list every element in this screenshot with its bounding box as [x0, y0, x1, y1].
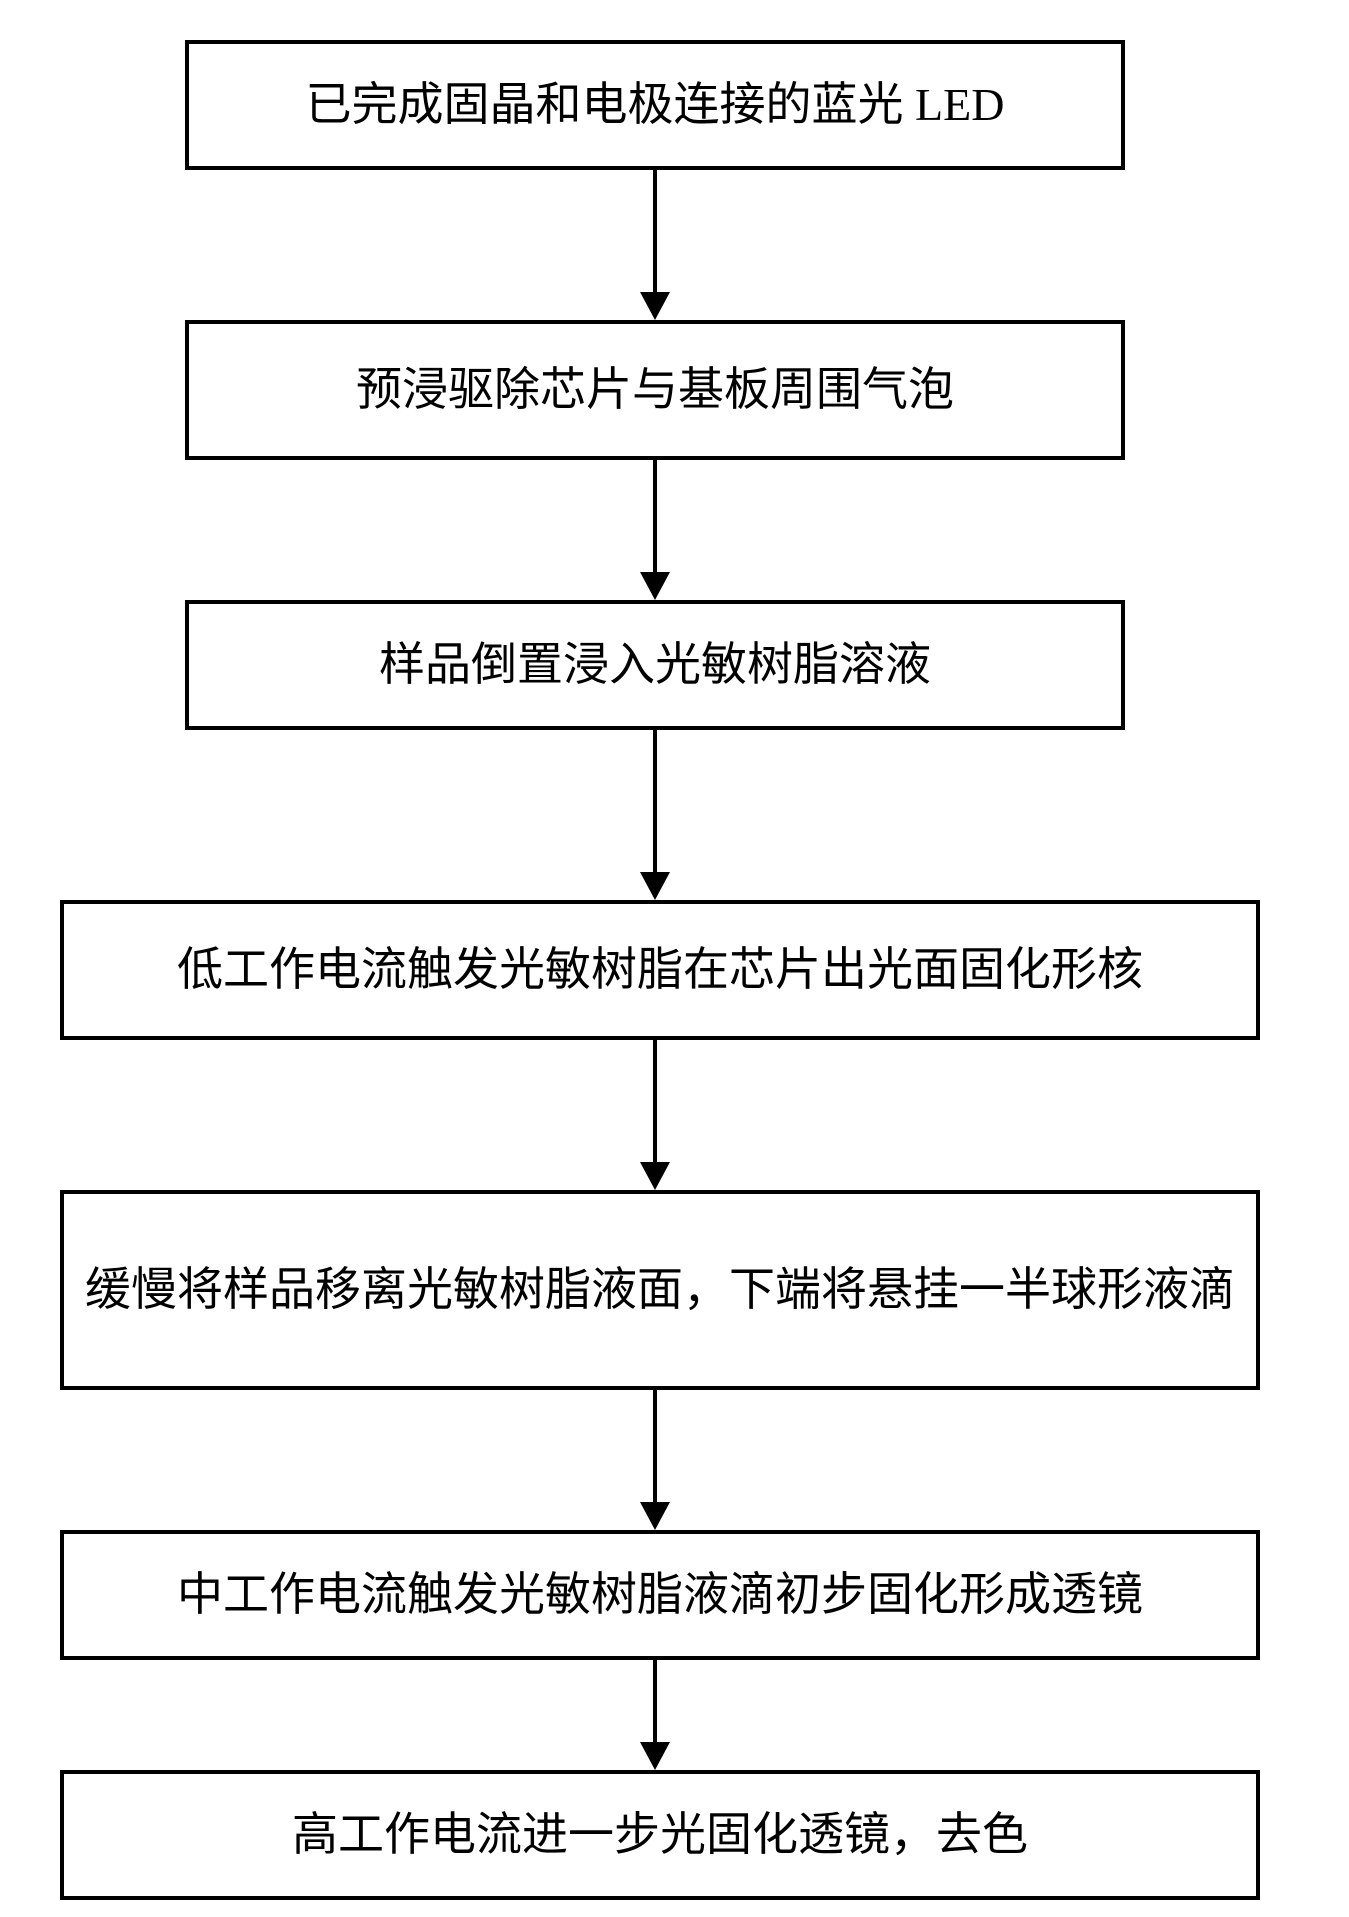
flow-edge-line	[653, 1660, 657, 1742]
flow-edge-arrowhead	[640, 1502, 670, 1530]
flow-node-label: 高工作电流进一步光固化透镜，去色	[292, 1806, 1028, 1864]
flow-node-n6: 中工作电流触发光敏树脂液滴初步固化形成透镜	[60, 1530, 1260, 1660]
flow-edge-arrowhead	[640, 1742, 670, 1770]
flow-node-label: 已完成固晶和电极连接的蓝光 LED	[306, 76, 1005, 134]
flow-node-label: 中工作电流触发光敏树脂液滴初步固化形成透镜	[177, 1566, 1143, 1624]
flow-edge-line	[653, 170, 657, 292]
flow-node-n3: 样品倒置浸入光敏树脂溶液	[185, 600, 1125, 730]
flowchart-canvas: 已完成固晶和电极连接的蓝光 LED 预浸驱除芯片与基板周围气泡样品倒置浸入光敏树脂…	[0, 0, 1349, 1917]
flow-edge-arrowhead	[640, 292, 670, 320]
flow-node-n5: 缓慢将样品移离光敏树脂液面，下端将悬挂一半球形液滴	[60, 1190, 1260, 1390]
flow-node-n4: 低工作电流触发光敏树脂在芯片出光面固化形核	[60, 900, 1260, 1040]
flow-edge-line	[653, 1390, 657, 1502]
flow-node-label: 低工作电流触发光敏树脂在芯片出光面固化形核	[177, 941, 1143, 999]
flow-edge-line	[653, 1040, 657, 1162]
flow-node-label: 预浸驱除芯片与基板周围气泡	[356, 361, 954, 419]
flow-node-n7: 高工作电流进一步光固化透镜，去色	[60, 1770, 1260, 1900]
flow-edge-arrowhead	[640, 1162, 670, 1190]
flow-node-n1: 已完成固晶和电极连接的蓝光 LED	[185, 40, 1125, 170]
flow-node-n2: 预浸驱除芯片与基板周围气泡	[185, 320, 1125, 460]
flow-node-label: 样品倒置浸入光敏树脂溶液	[379, 636, 931, 694]
flow-node-label: 缓慢将样品移离光敏树脂液面，下端将悬挂一半球形液滴	[85, 1261, 1235, 1319]
flow-edge-line	[653, 730, 657, 872]
flow-edge-arrowhead	[640, 572, 670, 600]
flow-edge-arrowhead	[640, 872, 670, 900]
flow-edge-line	[653, 460, 657, 572]
